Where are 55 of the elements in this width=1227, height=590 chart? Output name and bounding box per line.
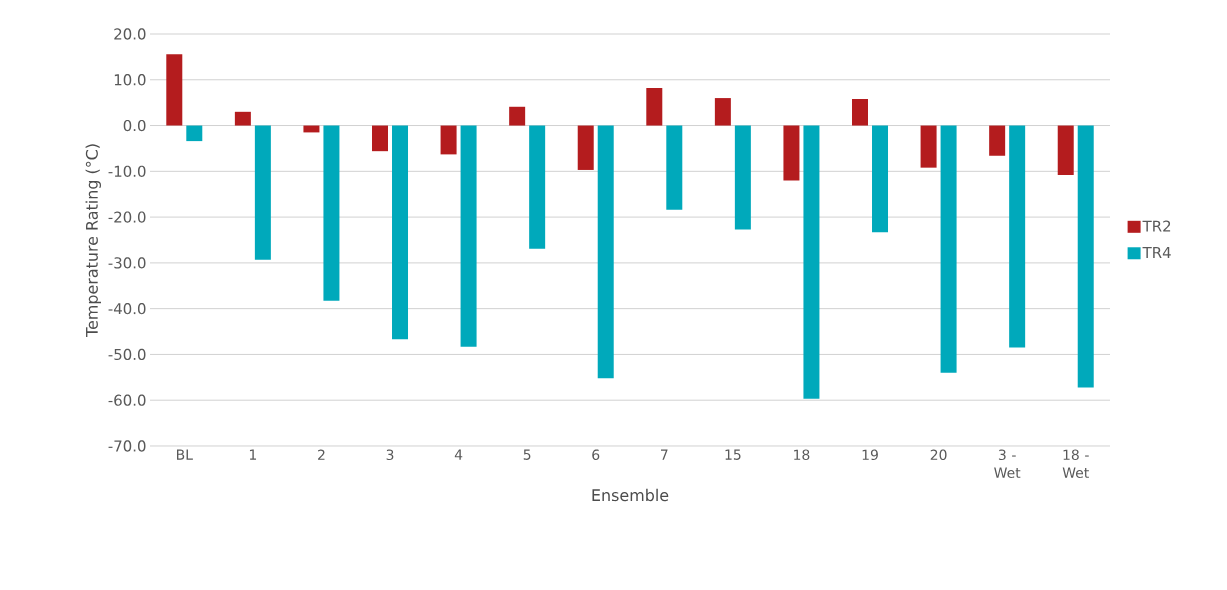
bar [1077, 125, 1094, 388]
x-tick-label: BL [177, 449, 193, 460]
bar [597, 125, 614, 379]
x-axis-title: Ensemble [592, 488, 669, 502]
x-tick-label: 4 [454, 449, 463, 460]
bar [440, 125, 457, 155]
y-tick-label: 20.0 [114, 28, 146, 40]
legend-label: TR2 [1142, 220, 1171, 232]
bar [1057, 125, 1074, 175]
y-tick-label: -10.0 [108, 165, 146, 177]
bar [323, 125, 340, 301]
bar [666, 125, 683, 210]
x-tick-label: 7 [661, 449, 668, 460]
x-tick-label: 20 [930, 449, 947, 461]
bar [852, 98, 869, 126]
legend-label: TR4 [1142, 247, 1171, 258]
bar [254, 125, 271, 260]
x-tick-label: 19 [862, 449, 878, 461]
x-tick-label: 3 [386, 449, 394, 461]
x-tick-label: 18 [794, 449, 810, 461]
y-tick-label: 0.0 [123, 119, 146, 132]
x-tick-label: 1 [249, 449, 257, 460]
bar [577, 125, 594, 170]
x-tick-label: 3 - Wet [994, 449, 1021, 478]
y-tick-label: -20.0 [108, 211, 146, 223]
bar [529, 125, 546, 249]
y-tick-label: -70.0 [108, 440, 146, 452]
bar [920, 125, 937, 168]
y-tick-label: -60.0 [108, 394, 146, 406]
x-tick-label: 2 [318, 449, 325, 460]
x-tick-label: 6 [592, 449, 600, 461]
bar [186, 125, 203, 142]
y-tick-label: -30.0 [108, 257, 146, 269]
bar [783, 125, 800, 181]
bar [940, 125, 957, 373]
bar [372, 125, 389, 152]
bar [989, 125, 1006, 156]
x-tick-label: 18 - Wet [1062, 449, 1089, 478]
bar [509, 106, 526, 126]
y-axis-title: Temperature Rating (°C) [85, 144, 101, 338]
bar [234, 111, 251, 126]
y-tick-label: 10.0 [114, 74, 146, 86]
x-tick-label: 5 [523, 449, 531, 460]
bar [1009, 125, 1026, 348]
y-tick-label: -40.0 [108, 303, 146, 315]
bar [166, 54, 183, 126]
bar [460, 125, 477, 347]
bar [646, 88, 663, 126]
bar [714, 98, 731, 126]
bar [734, 125, 751, 230]
x-tick-label: 15 [725, 449, 741, 460]
bar [392, 125, 409, 340]
bar [872, 125, 889, 233]
bar [803, 125, 820, 399]
y-tick-label: -50.0 [108, 348, 146, 361]
